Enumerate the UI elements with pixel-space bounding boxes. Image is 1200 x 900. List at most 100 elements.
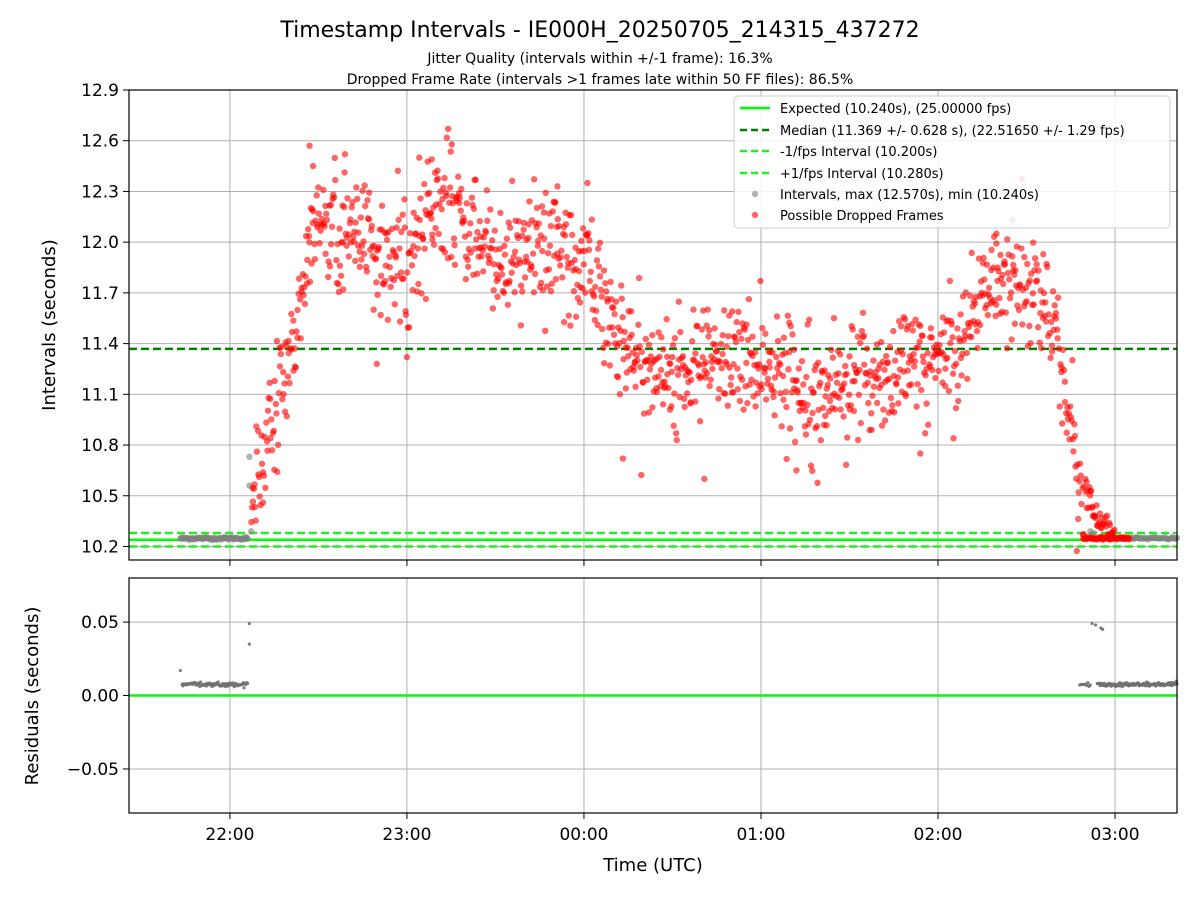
data-point — [785, 366, 792, 373]
data-point — [657, 366, 665, 374]
intervals-axes-frame — [128, 89, 1178, 561]
data-point — [266, 379, 273, 387]
data-point — [727, 381, 734, 389]
data-point — [870, 383, 878, 390]
data-point — [515, 218, 522, 225]
data-point — [681, 403, 688, 411]
data-point — [1021, 253, 1028, 261]
data-point — [837, 406, 844, 413]
data-point — [519, 232, 526, 240]
data-point — [1063, 429, 1070, 436]
data-point — [915, 343, 922, 351]
data-point — [260, 472, 268, 479]
data-point — [569, 231, 576, 239]
legend-minus-fps-label: -1/fps Interval (10.200s) — [780, 145, 937, 160]
data-point — [279, 396, 286, 403]
data-point — [824, 381, 832, 388]
data-point — [306, 142, 313, 149]
data-point — [555, 222, 563, 230]
data-point — [505, 219, 512, 226]
data-point — [328, 223, 336, 230]
data-point — [582, 289, 589, 296]
legend-intervals-label: Intervals, max (12.570s), min (10.240s) — [780, 188, 1039, 203]
y-tick-label: 11.1 — [81, 385, 119, 405]
data-point — [999, 271, 1006, 279]
data-point — [1004, 269, 1012, 277]
data-point — [1006, 294, 1014, 302]
data-point — [467, 249, 474, 256]
residuals-y-axis-label: Residuals (seconds) — [22, 607, 43, 786]
data-point — [971, 300, 979, 307]
data-point — [749, 333, 756, 340]
data-point — [1040, 289, 1048, 297]
data-point — [635, 274, 643, 282]
data-point — [744, 336, 752, 344]
data-point — [846, 353, 853, 360]
data-point — [1002, 309, 1009, 316]
data-point — [1044, 263, 1051, 271]
data-point — [1076, 478, 1083, 485]
data-point — [428, 215, 435, 222]
data-point — [370, 306, 377, 313]
y-tick-label: 0.05 — [81, 613, 119, 633]
data-point — [466, 230, 473, 238]
data-point — [427, 209, 435, 217]
data-point — [1056, 403, 1063, 410]
data-point — [621, 328, 628, 336]
data-point — [246, 681, 250, 686]
data-point — [854, 333, 861, 340]
data-point — [487, 206, 494, 213]
data-point — [476, 217, 483, 225]
data-point — [746, 381, 753, 388]
legend-intervals-marker — [751, 190, 759, 198]
data-point — [668, 403, 675, 410]
data-point — [490, 260, 497, 268]
data-point — [702, 359, 710, 366]
data-point — [519, 288, 526, 295]
data-point — [758, 385, 765, 393]
data-point — [1048, 348, 1056, 355]
data-point — [769, 349, 776, 356]
data-point — [770, 393, 777, 401]
data-point — [716, 358, 724, 366]
data-point — [782, 388, 790, 395]
data-point — [288, 310, 295, 318]
data-point — [415, 280, 422, 288]
intervals-ticks: 10.2 10.5 10.8 11.1 11.4 11.7 12.0 12.3 12.6 12.9 — [81, 81, 1116, 566]
data-point — [304, 256, 311, 264]
data-point — [698, 326, 706, 333]
data-point — [585, 229, 592, 237]
data-point — [587, 268, 594, 275]
data-point — [1038, 344, 1045, 352]
data-point — [547, 222, 555, 230]
data-point — [901, 316, 909, 323]
legend-box — [733, 95, 1171, 229]
data-point — [1059, 346, 1067, 354]
data-point — [480, 268, 487, 275]
data-point — [891, 357, 899, 364]
data-point — [572, 313, 580, 320]
data-point — [735, 308, 742, 316]
data-point — [425, 189, 433, 197]
data-point — [632, 383, 639, 390]
data-point — [436, 200, 443, 208]
data-point — [504, 301, 512, 308]
data-point — [1071, 420, 1078, 428]
data-point — [530, 289, 538, 296]
data-point — [754, 390, 761, 397]
data-point — [1071, 432, 1079, 440]
data-point — [679, 353, 687, 360]
data-point — [586, 277, 593, 285]
data-point — [262, 484, 269, 492]
data-point — [503, 235, 511, 242]
data-point — [734, 365, 741, 372]
data-point — [341, 169, 348, 176]
data-point — [757, 277, 764, 285]
data-point — [387, 283, 394, 291]
data-point — [869, 392, 876, 399]
data-point — [418, 290, 425, 297]
data-point — [713, 347, 720, 355]
data-point — [910, 350, 917, 358]
data-point — [1048, 342, 1056, 350]
